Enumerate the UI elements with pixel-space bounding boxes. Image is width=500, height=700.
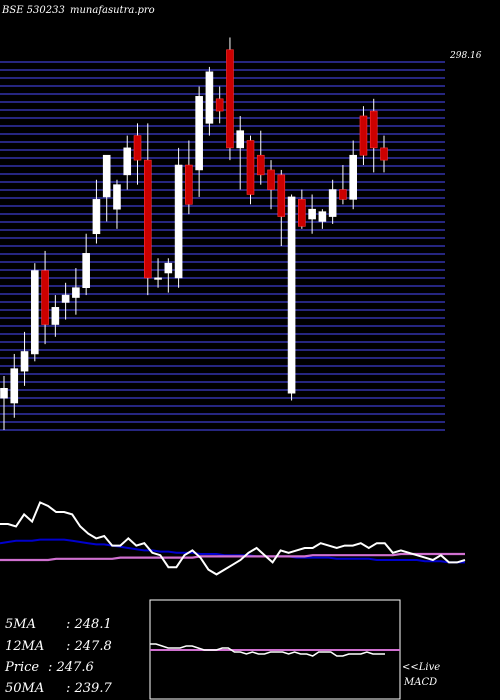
- candle-body: [61, 294, 70, 303]
- candle-body: [0, 387, 8, 399]
- candle-body: [20, 351, 29, 372]
- candle-body: [277, 174, 286, 217]
- candle-body: [143, 159, 152, 279]
- price-tick-label: 298.16: [449, 51, 482, 61]
- osc-price-line: [0, 501, 466, 576]
- macd-line: [150, 643, 385, 657]
- osc-ma_short-line: [0, 552, 465, 562]
- stats-block: 5MA : 248.1 12MA : 247.8 Price : 247.6 5…: [4, 617, 112, 696]
- stat-50ma-value: : 239.7: [66, 681, 112, 696]
- candle-body: [113, 184, 121, 210]
- candle-body: [287, 196, 296, 394]
- candle-body: [82, 253, 90, 289]
- price-axis-ticks: 298.16: [449, 51, 482, 61]
- candle-body: [154, 277, 162, 280]
- candle-body: [369, 110, 378, 149]
- macd-label: MACD: [403, 677, 437, 688]
- candle-body: [72, 287, 80, 298]
- stat-5ma-label: 5MA: [5, 617, 36, 632]
- macd-live-label: <<Live: [402, 662, 440, 673]
- candle-body: [246, 140, 255, 195]
- candle-body: [349, 154, 357, 200]
- candle-body: [174, 164, 183, 279]
- stat-5ma-value: : 248.1: [66, 617, 112, 632]
- candle-body: [359, 115, 368, 156]
- stat-12ma-label: 12MA: [5, 639, 44, 654]
- stat-12ma-value: : 247.8: [66, 639, 112, 654]
- candle-body: [339, 189, 347, 200]
- oscillator-panel: [0, 501, 466, 576]
- candle-body: [92, 199, 101, 235]
- candle-body: [308, 208, 316, 220]
- candle-body: [298, 199, 306, 227]
- macd-panel: [150, 643, 400, 657]
- candlesticks: [0, 37, 388, 430]
- candle-body: [236, 130, 245, 149]
- candle-body: [10, 368, 19, 404]
- candle-body: [133, 135, 142, 161]
- candle-body: [226, 49, 234, 149]
- osc-ma_long-line: [0, 538, 465, 564]
- candle-body: [328, 189, 337, 217]
- candle-body: [267, 169, 275, 190]
- price-panel: 298.16: [0, 37, 482, 431]
- candle-body: [195, 96, 203, 171]
- candle-body: [256, 154, 265, 176]
- chart-header-site: munafasutra.pro: [70, 5, 155, 16]
- candle-body: [215, 98, 224, 112]
- chart-header-symbol: BSE 530233: [1, 5, 65, 16]
- candle-body: [41, 270, 49, 325]
- candle-body: [51, 307, 60, 325]
- candle-body: [164, 262, 173, 274]
- candle-body: [102, 154, 111, 198]
- stat-price-label: Price: [4, 660, 39, 675]
- candle-body: [380, 147, 388, 161]
- stat-50ma-label: 50MA: [5, 681, 44, 696]
- candle-body: [318, 211, 327, 222]
- candle-body: [185, 164, 193, 205]
- candle-body: [205, 71, 214, 124]
- candle-body: [123, 147, 132, 176]
- candle-body: [31, 270, 39, 355]
- stat-price-value: : 247.6: [48, 660, 94, 675]
